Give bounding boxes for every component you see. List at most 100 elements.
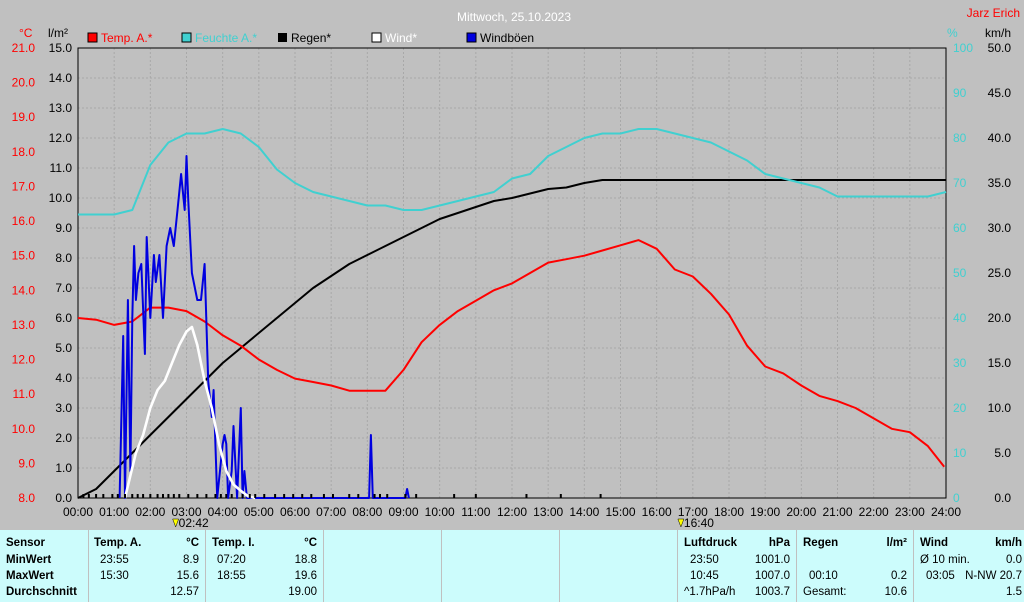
- rain-event-mark: [219, 494, 222, 498]
- series-line-windb-en: [118, 155, 410, 499]
- temp-tick-label: 21.0: [12, 41, 36, 55]
- temp-a-unit: °C: [186, 537, 199, 549]
- rain-event-mark: [82, 494, 85, 498]
- empty-column-1: [324, 530, 442, 602]
- x-tick-label: 13:00: [533, 505, 563, 519]
- legend-swatch-wind: [371, 32, 382, 43]
- legend-swatch-humidity: [181, 32, 192, 43]
- temp-i-unit: °C: [304, 537, 317, 549]
- temp-tick-label: 17.0: [12, 179, 36, 193]
- rain-event-mark: [111, 494, 114, 498]
- series-line-feuchte-a: [78, 128, 947, 216]
- rain-tick-label: 9.0: [55, 221, 72, 235]
- rain-event-mark: [310, 494, 313, 498]
- rain-header: Regen: [803, 537, 839, 549]
- temp-tick-label: 9.0: [18, 456, 35, 470]
- rain-total: 10.6: [884, 586, 907, 598]
- legend-swatch-temp: [87, 32, 98, 43]
- legend-swatch-gusts: [466, 32, 477, 43]
- legend-label-gusts: Windböen: [480, 31, 534, 45]
- rain-event-mark: [453, 494, 456, 498]
- temp-tick-label: 18.0: [12, 145, 36, 159]
- x-tick-label: 24:00: [931, 505, 961, 519]
- temp-tick-label: 12.0: [12, 353, 36, 367]
- wind-unit: km/h: [995, 537, 1022, 549]
- x-tick-label: 19:00: [750, 505, 780, 519]
- rain-max-time: 00:10: [809, 570, 838, 582]
- wind-tick-label: 15.0: [988, 356, 1012, 370]
- x-tick-label: 17:00: [678, 505, 708, 519]
- temp-a-header: Temp. A.: [94, 537, 142, 549]
- x-tick-label: 12:00: [497, 505, 527, 519]
- row-label-avg: Durchschnitt: [6, 586, 77, 598]
- time-marker-icon: [172, 518, 180, 528]
- temp-i-max-time: 18:55: [217, 570, 246, 582]
- humidity-tick-label: 0: [953, 491, 960, 505]
- pressure-max: 1007.0: [754, 570, 790, 582]
- rain-event-mark: [283, 494, 286, 498]
- rain-event-mark: [136, 494, 139, 498]
- rain-event-mark: [124, 494, 127, 498]
- temp-a-max-time: 15:30: [100, 570, 129, 582]
- wind-tick-label: 25.0: [988, 266, 1012, 280]
- rain-event-mark: [357, 494, 360, 498]
- rain-event-mark: [292, 494, 295, 498]
- rain-tick-label: 11.0: [50, 161, 73, 175]
- empty-column-2: [442, 530, 560, 602]
- temp-tick-label: 16.0: [12, 214, 36, 228]
- rain-event-mark: [116, 494, 119, 498]
- rain-event-mark: [131, 494, 134, 498]
- rain-tick-label: 12.0: [49, 131, 73, 145]
- temp-tick-label: 20.0: [12, 76, 36, 90]
- pressure-column: Luftdruck hPa 23:50 1001.0 10:45 1007.0 …: [678, 530, 797, 602]
- rain-event-mark: [254, 494, 257, 498]
- humidity-tick-label: 50: [953, 266, 967, 280]
- rain-event-mark: [214, 494, 217, 498]
- temp-tick-label: 15.0: [12, 249, 36, 263]
- rain-event-mark: [196, 494, 199, 498]
- pressure-min-time: 23:50: [690, 554, 719, 566]
- temp-a-min: 8.9: [183, 554, 199, 566]
- series-line-temp-a: [77, 239, 945, 468]
- series-line-wind: [123, 325, 256, 500]
- wind-tick-label: 35.0: [988, 176, 1012, 190]
- rain-event-mark: [331, 494, 334, 498]
- x-tick-label: 10:00: [425, 505, 455, 519]
- rain-event-mark: [386, 494, 389, 498]
- rain-tick-label: 2.0: [55, 431, 72, 445]
- legend-label-humidity: Feuchte A.*: [195, 31, 257, 45]
- legend-label-wind: Wind*: [385, 31, 417, 45]
- wind-tick-label: 45.0: [988, 86, 1012, 100]
- rain-tick-label: 10.0: [49, 191, 73, 205]
- x-tick-label: 05:00: [244, 505, 274, 519]
- wind-header: Wind: [920, 537, 948, 549]
- rain-event-mark: [167, 494, 170, 498]
- rain-event-mark: [525, 494, 528, 498]
- rain-event-mark: [415, 494, 418, 498]
- x-tick-label: 01:00: [99, 505, 129, 519]
- temp-tick-label: 8.0: [18, 491, 35, 505]
- legend: Temp. A.* Feuchte A.* Regen* Wind* Windb…: [87, 31, 534, 45]
- rain-event-mark: [404, 494, 407, 498]
- rain-event-mark: [373, 494, 376, 498]
- rain-tick-label: 5.0: [55, 341, 72, 355]
- wind-column: Wind km/h Ø 10 min. 0.0 03:05 N-NW 20.7 …: [914, 530, 1024, 602]
- rain-event-mark: [95, 494, 98, 498]
- rain-event-mark: [559, 494, 562, 498]
- x-tick-label: 08:00: [352, 505, 382, 519]
- wind-max: N-NW 20.7: [965, 570, 1022, 582]
- rain-tick-label: 7.0: [55, 281, 72, 295]
- temp-i-column: Temp. I. °C 07:20 18.8 18:55 19.6 19.00: [206, 530, 324, 602]
- series-line-regen: [77, 179, 946, 499]
- temp-tick-label: 13.0: [12, 318, 36, 332]
- rain-event-mark: [102, 494, 105, 498]
- rain-event-mark: [378, 494, 381, 498]
- rain-tick-label: 6.0: [55, 311, 72, 325]
- pressure-trend: ^1.7hPa/h: [684, 586, 736, 598]
- humidity-tick-label: 60: [953, 221, 967, 235]
- wind-value3: 1.5: [1006, 586, 1022, 598]
- rain-event-mark: [205, 494, 208, 498]
- x-tick-label: 07:00: [316, 505, 346, 519]
- temp-a-column: Temp. A. °C 23:55 8.9 15:30 15.6 12.57: [89, 530, 206, 602]
- x-tick-label: 03:00: [171, 505, 201, 519]
